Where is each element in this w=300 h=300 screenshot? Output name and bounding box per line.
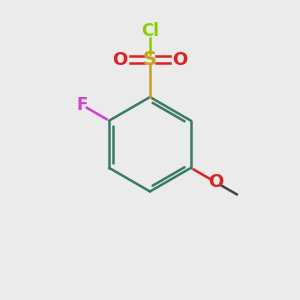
Text: S: S [143,50,157,69]
Text: Cl: Cl [141,22,159,40]
Text: O: O [172,51,188,69]
Text: O: O [112,51,128,69]
Text: O: O [208,173,223,191]
Text: F: F [76,96,88,114]
